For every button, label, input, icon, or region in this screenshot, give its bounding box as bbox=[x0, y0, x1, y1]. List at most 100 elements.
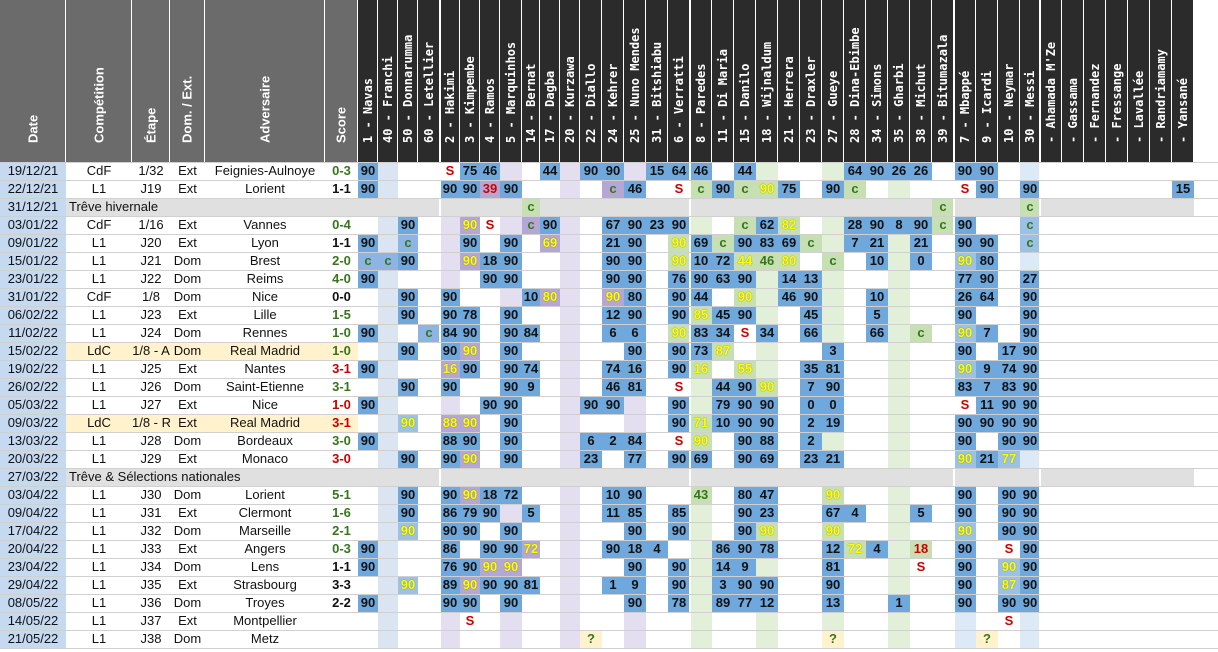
minutes-cell[interactable]: c bbox=[418, 324, 440, 342]
minutes-cell[interactable] bbox=[998, 198, 1020, 216]
minutes-cell[interactable]: 46 bbox=[480, 162, 500, 180]
minutes-cell[interactable] bbox=[756, 630, 778, 648]
minutes-cell[interactable]: 66 bbox=[800, 324, 822, 342]
minutes-cell[interactable] bbox=[522, 630, 540, 648]
minutes-cell[interactable]: 90 bbox=[358, 360, 378, 378]
minutes-cell[interactable] bbox=[646, 522, 668, 540]
minutes-cell[interactable] bbox=[1084, 396, 1106, 414]
minutes-cell[interactable] bbox=[1150, 234, 1172, 252]
minutes-cell[interactable] bbox=[1040, 288, 1062, 306]
minutes-cell[interactable] bbox=[580, 270, 602, 288]
minutes-cell[interactable] bbox=[1040, 162, 1062, 180]
player-header-0[interactable]: 1 - Navas bbox=[358, 0, 377, 162]
minutes-cell[interactable] bbox=[712, 504, 734, 522]
minutes-cell[interactable]: S bbox=[668, 378, 690, 396]
minutes-cell[interactable] bbox=[1150, 630, 1172, 648]
minutes-cell[interactable]: 44 bbox=[734, 252, 756, 270]
minutes-cell[interactable] bbox=[1084, 612, 1106, 630]
match-adv-cell[interactable]: Nantes bbox=[205, 360, 325, 378]
minutes-cell[interactable] bbox=[540, 558, 560, 576]
minutes-cell[interactable] bbox=[1040, 396, 1062, 414]
match-etape-cell[interactable]: J31 bbox=[132, 504, 170, 522]
minutes-cell[interactable] bbox=[690, 216, 712, 234]
minutes-cell[interactable]: 80 bbox=[540, 288, 560, 306]
score-cell[interactable]: 2-1 bbox=[325, 522, 358, 540]
minutes-cell[interactable] bbox=[540, 486, 560, 504]
minutes-cell[interactable]: 10 bbox=[690, 252, 712, 270]
minutes-cell[interactable] bbox=[1172, 324, 1194, 342]
minutes-cell[interactable]: 69 bbox=[690, 450, 712, 468]
minutes-cell[interactable] bbox=[712, 522, 734, 540]
minutes-cell[interactable]: 6 bbox=[624, 324, 646, 342]
minutes-cell[interactable] bbox=[888, 252, 910, 270]
player-header-26[interactable]: 38 - Michut bbox=[910, 0, 931, 162]
minutes-cell[interactable] bbox=[932, 522, 954, 540]
minutes-cell[interactable] bbox=[1084, 594, 1106, 612]
minutes-cell[interactable]: 79 bbox=[460, 504, 480, 522]
minutes-cell[interactable]: 90 bbox=[954, 504, 976, 522]
minutes-cell[interactable]: 7 bbox=[800, 378, 822, 396]
minutes-cell[interactable] bbox=[756, 360, 778, 378]
minutes-cell[interactable]: c bbox=[734, 216, 756, 234]
minutes-cell[interactable]: 84 bbox=[440, 324, 460, 342]
minutes-cell[interactable] bbox=[560, 216, 580, 234]
minutes-cell[interactable] bbox=[440, 252, 460, 270]
minutes-cell[interactable] bbox=[998, 234, 1020, 252]
minutes-cell[interactable] bbox=[910, 414, 932, 432]
minutes-cell[interactable] bbox=[540, 270, 560, 288]
minutes-cell[interactable]: 90 bbox=[954, 360, 976, 378]
minutes-cell[interactable]: 86 bbox=[440, 504, 460, 522]
minutes-cell[interactable]: 90 bbox=[954, 252, 976, 270]
minutes-cell[interactable] bbox=[1040, 252, 1062, 270]
minutes-cell[interactable] bbox=[976, 540, 998, 558]
minutes-cell[interactable] bbox=[1128, 342, 1150, 360]
minutes-cell[interactable] bbox=[1150, 324, 1172, 342]
minutes-cell[interactable]: 83 bbox=[998, 378, 1020, 396]
minutes-cell[interactable]: S bbox=[998, 540, 1020, 558]
match-etape-cell[interactable]: J27 bbox=[132, 396, 170, 414]
player-header-35[interactable]: - Fressange bbox=[1106, 0, 1127, 162]
minutes-cell[interactable] bbox=[580, 540, 602, 558]
match-etape-cell[interactable]: J19 bbox=[132, 180, 170, 198]
minutes-cell[interactable] bbox=[778, 594, 800, 612]
minutes-cell[interactable] bbox=[398, 180, 418, 198]
minutes-cell[interactable] bbox=[976, 576, 998, 594]
minutes-cell[interactable] bbox=[1172, 342, 1194, 360]
score-cell[interactable]: 1-6 bbox=[325, 504, 358, 522]
minutes-cell[interactable]: 44 bbox=[734, 162, 756, 180]
minutes-cell[interactable] bbox=[358, 216, 378, 234]
minutes-cell[interactable] bbox=[866, 432, 888, 450]
minutes-cell[interactable]: 77 bbox=[734, 594, 756, 612]
minutes-cell[interactable]: 90 bbox=[1020, 540, 1040, 558]
minutes-cell[interactable] bbox=[844, 306, 866, 324]
minutes-cell[interactable] bbox=[1128, 378, 1150, 396]
date-cell[interactable]: 03/04/22 bbox=[0, 486, 66, 504]
minutes-cell[interactable]: 90 bbox=[540, 216, 560, 234]
score-cell[interactable]: 2-0 bbox=[325, 252, 358, 270]
minutes-cell[interactable] bbox=[480, 432, 500, 450]
minutes-cell[interactable] bbox=[1040, 558, 1062, 576]
minutes-cell[interactable] bbox=[460, 378, 480, 396]
minutes-cell[interactable] bbox=[954, 198, 976, 216]
minutes-cell[interactable]: 69 bbox=[690, 234, 712, 252]
minutes-cell[interactable] bbox=[822, 198, 844, 216]
match-comp-cell[interactable]: L1 bbox=[66, 306, 132, 324]
date-cell[interactable]: 22/12/21 bbox=[0, 180, 66, 198]
minutes-cell[interactable] bbox=[540, 360, 560, 378]
minutes-cell[interactable] bbox=[1040, 306, 1062, 324]
minutes-cell[interactable]: 5 bbox=[522, 504, 540, 522]
match-etape-cell[interactable]: J35 bbox=[132, 576, 170, 594]
minutes-cell[interactable]: 88 bbox=[440, 414, 460, 432]
minutes-cell[interactable] bbox=[1084, 504, 1106, 522]
minutes-cell[interactable] bbox=[1084, 540, 1106, 558]
minutes-cell[interactable] bbox=[580, 612, 602, 630]
minutes-cell[interactable]: 90 bbox=[668, 576, 690, 594]
minutes-cell[interactable] bbox=[560, 486, 580, 504]
minutes-cell[interactable] bbox=[480, 234, 500, 252]
minutes-cell[interactable]: 90 bbox=[866, 162, 888, 180]
minutes-cell[interactable] bbox=[734, 198, 756, 216]
minutes-cell[interactable] bbox=[800, 198, 822, 216]
minutes-cell[interactable] bbox=[932, 396, 954, 414]
minutes-cell[interactable] bbox=[560, 522, 580, 540]
minutes-cell[interactable] bbox=[1150, 198, 1172, 216]
